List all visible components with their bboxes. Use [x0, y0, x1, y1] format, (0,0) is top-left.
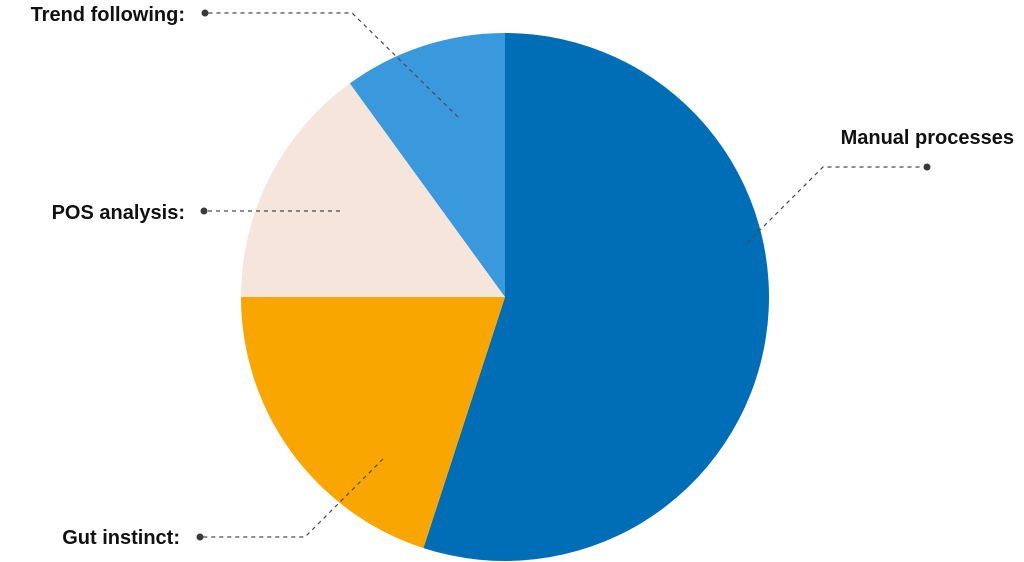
pie-slice-trend-following	[349, 33, 505, 297]
slice-label-pos-analysis: POS analysis:	[52, 202, 185, 224]
leader-dot-gut-instinct	[196, 533, 204, 541]
leader-dot-trend-following	[201, 9, 209, 17]
leaders-layer	[196, 9, 931, 541]
pie-slice-gut-instinct	[241, 297, 505, 549]
leader-dot-pos-analysis	[200, 207, 208, 215]
pie-slice-pos-analysis	[241, 83, 505, 297]
leader-line-trend-following	[205, 12, 459, 118]
leader-dot-manual-processes	[923, 163, 931, 171]
leader-line-manual-processes	[746, 166, 927, 244]
labels-layer: Manual processes Gut instinct: POS analysi…	[31, 4, 1014, 549]
pie-slice-manual-processes	[423, 33, 769, 561]
slice-label-manual-processes: Manual processes	[841, 127, 1014, 149]
slice-label-trend-following: Trend following:	[31, 4, 185, 26]
slices-layer	[241, 33, 769, 561]
slice-label-gut-instinct: Gut instinct:	[62, 527, 180, 549]
